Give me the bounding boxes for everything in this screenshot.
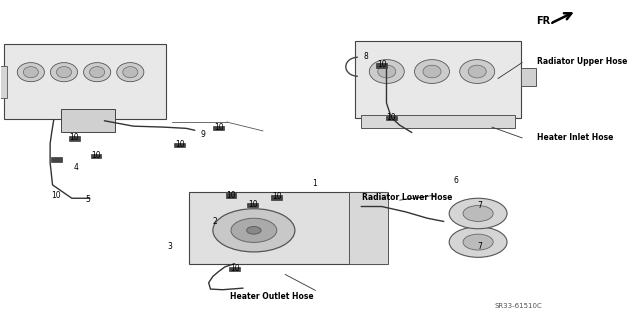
Ellipse shape [468, 65, 486, 78]
Text: FR.: FR. [536, 16, 554, 26]
Bar [355, 41, 520, 118]
Circle shape [231, 218, 276, 242]
Bar [225, 194, 236, 198]
Text: 7: 7 [477, 242, 483, 251]
Bar [174, 143, 185, 147]
Text: Heater Inlet Hose: Heater Inlet Hose [537, 133, 614, 142]
Text: 10: 10 [91, 151, 100, 160]
Text: 1: 1 [312, 179, 317, 188]
Text: 10: 10 [175, 140, 184, 149]
Bar [361, 115, 515, 128]
Text: 10: 10 [230, 263, 239, 273]
Text: 8: 8 [363, 52, 368, 61]
Bar [69, 136, 79, 141]
Text: 3: 3 [167, 242, 172, 251]
Text: 6: 6 [453, 176, 458, 185]
Ellipse shape [51, 63, 77, 82]
Bar [229, 267, 240, 271]
Bar [51, 157, 61, 162]
Ellipse shape [56, 67, 72, 78]
Bar [247, 203, 258, 207]
Ellipse shape [17, 63, 44, 82]
Ellipse shape [90, 67, 105, 78]
Ellipse shape [123, 67, 138, 78]
Bar [61, 109, 115, 132]
Circle shape [449, 227, 507, 257]
Ellipse shape [369, 60, 404, 84]
Bar [4, 44, 166, 119]
Text: Radiator Lower Hose: Radiator Lower Hose [362, 193, 452, 202]
Text: 10: 10 [248, 200, 257, 209]
Ellipse shape [460, 60, 495, 84]
Bar [214, 125, 225, 130]
Text: 10: 10 [387, 113, 396, 122]
Ellipse shape [378, 65, 396, 78]
Text: SR33-61510C: SR33-61510C [495, 303, 543, 309]
Ellipse shape [415, 60, 449, 84]
Text: 10: 10 [214, 122, 224, 132]
Text: 10: 10 [51, 190, 61, 200]
Circle shape [463, 234, 493, 250]
Text: 10: 10 [226, 190, 236, 200]
Bar [386, 116, 397, 120]
Bar [90, 154, 101, 158]
Text: 2: 2 [212, 217, 217, 226]
Text: 5: 5 [86, 195, 90, 204]
Text: 10: 10 [377, 60, 387, 69]
Text: 10: 10 [69, 133, 79, 142]
Bar [349, 192, 388, 263]
Bar [0, 66, 7, 98]
Circle shape [449, 198, 507, 229]
Bar [271, 196, 282, 200]
Text: Heater Outlet Hose: Heater Outlet Hose [230, 292, 314, 300]
Bar [520, 68, 536, 86]
Text: 10: 10 [272, 192, 282, 202]
Ellipse shape [23, 67, 38, 78]
Text: 9: 9 [200, 130, 205, 139]
Circle shape [463, 205, 493, 221]
Text: 4: 4 [74, 163, 79, 172]
Ellipse shape [84, 63, 111, 82]
Text: 7: 7 [477, 201, 483, 210]
Bar [189, 192, 385, 263]
Circle shape [246, 226, 261, 234]
Ellipse shape [423, 65, 441, 78]
Bar [376, 63, 387, 68]
Ellipse shape [116, 63, 144, 82]
Bar [467, 215, 489, 244]
Circle shape [213, 209, 295, 252]
Text: Radiator Upper Hose: Radiator Upper Hose [537, 56, 628, 65]
